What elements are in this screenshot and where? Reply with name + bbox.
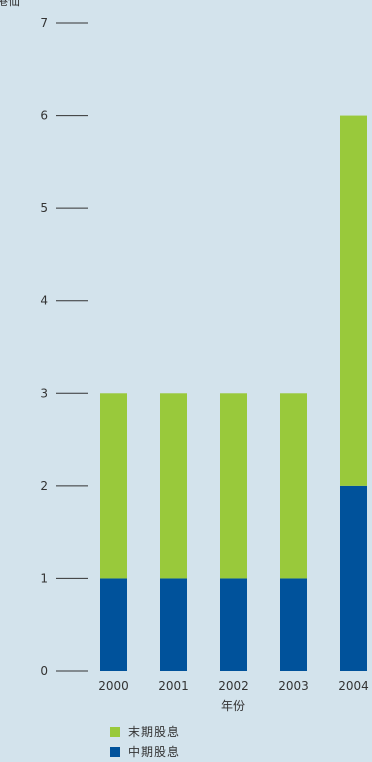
- bar-interim-2004: [340, 485, 367, 671]
- x-tick-label-2001: 2001: [158, 679, 189, 693]
- bars-group: [100, 115, 367, 671]
- legend-label-interim: 中期股息: [128, 745, 181, 759]
- x-tick-label-2004: 2004: [338, 679, 369, 693]
- x-axis-title: 年份: [221, 699, 245, 713]
- bar-final-2001: [160, 393, 187, 579]
- y-axis: 0 1 2 3 4 5 6 7: [40, 16, 88, 678]
- bar-interim-2002: [220, 578, 247, 671]
- bar-final-2004: [340, 115, 367, 486]
- y-tick-label: 7: [40, 16, 48, 30]
- y-tick-label: 4: [40, 294, 48, 308]
- y-axis-title: 港仙: [0, 0, 20, 8]
- y-tick-label: 3: [40, 386, 48, 400]
- x-tick-label-2002: 2002: [218, 679, 249, 693]
- x-axis: 2000 2001 2002 2003 2004: [98, 679, 369, 693]
- legend-item-interim-dividend: 中期股息: [110, 742, 180, 762]
- bar-interim-2003: [280, 578, 307, 671]
- bar-interim-2001: [160, 578, 187, 671]
- legend-swatch-final: [110, 727, 120, 737]
- legend-item-final-dividend: 末期股息: [110, 722, 180, 742]
- bar-final-2002: [220, 393, 247, 579]
- y-tick-label: 1: [40, 571, 48, 585]
- x-tick-label-2003: 2003: [278, 679, 309, 693]
- y-tick-label: 6: [40, 109, 48, 123]
- legend-label-final: 末期股息: [128, 725, 181, 739]
- bar-interim-2000: [100, 578, 127, 671]
- x-tick-label-2000: 2000: [98, 679, 129, 693]
- bar-final-2000: [100, 393, 127, 579]
- bar-final-2003: [280, 393, 307, 579]
- y-tick-label: 0: [40, 664, 48, 678]
- legend: 末期股息 中期股息: [110, 722, 180, 762]
- y-tick-label: 2: [40, 479, 48, 493]
- legend-swatch-interim: [110, 747, 120, 757]
- y-tick-label: 5: [40, 201, 48, 215]
